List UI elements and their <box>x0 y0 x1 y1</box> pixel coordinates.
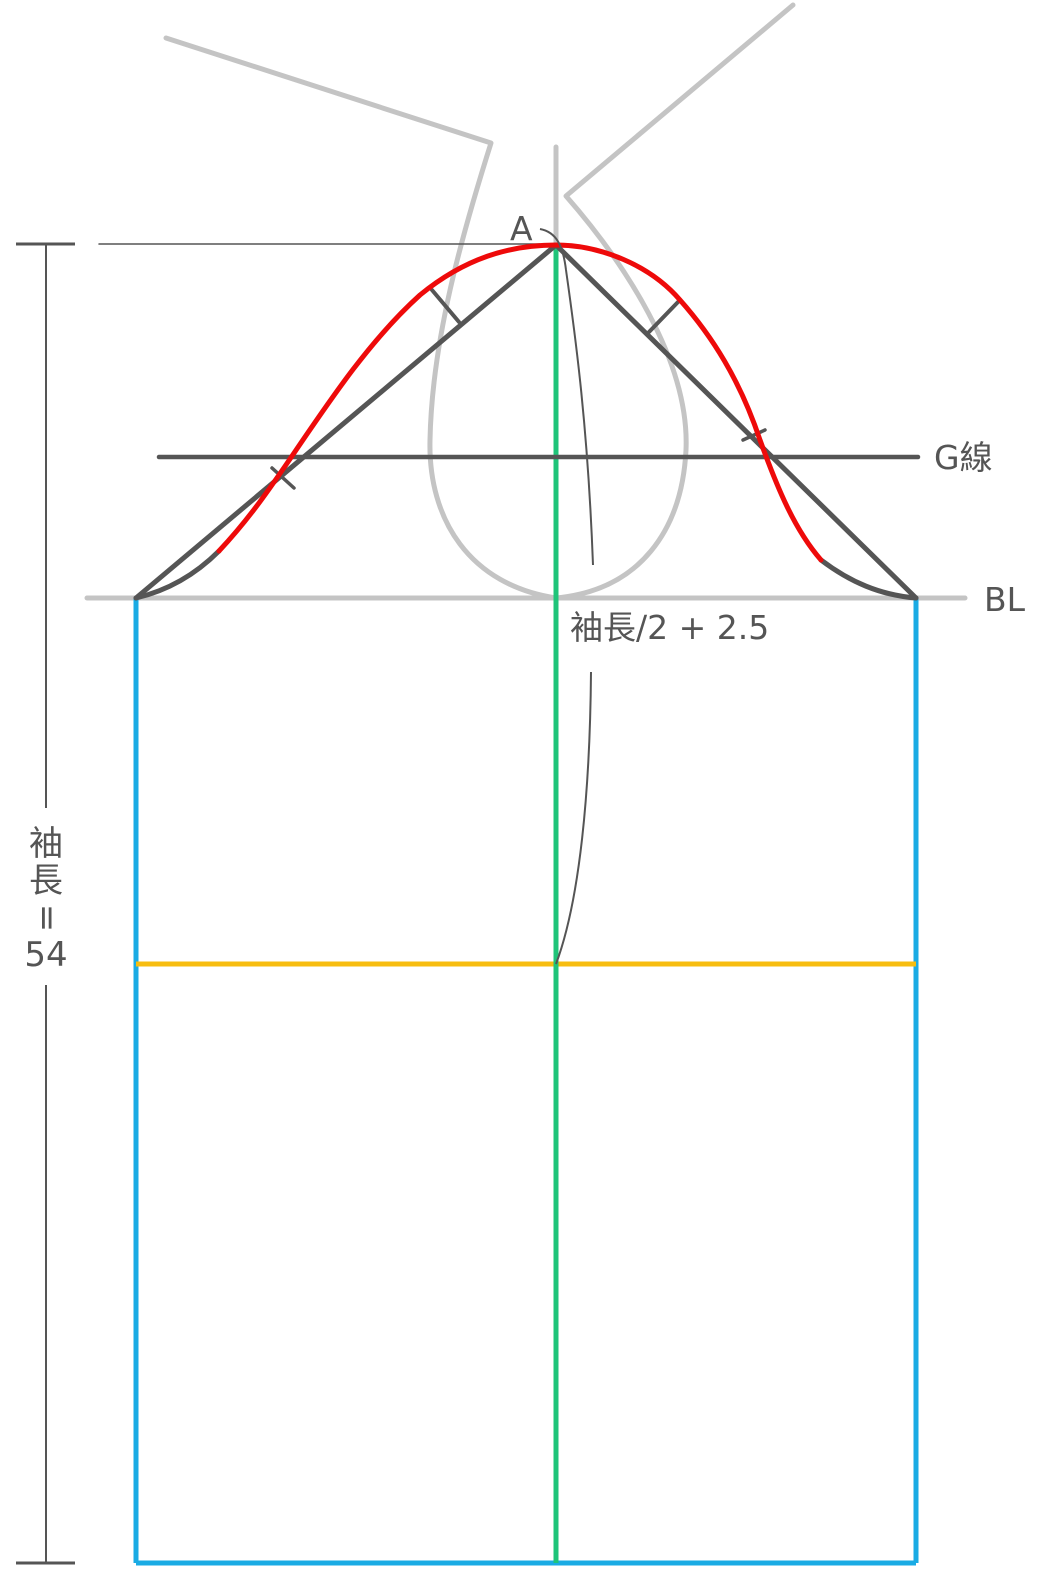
cap-height-label: 袖長/2 + 2.5 <box>570 608 769 647</box>
front-underarm-curve <box>133 548 222 601</box>
sleeve-length-char-1: 袖 <box>29 824 63 864</box>
point-a-label: A <box>510 209 533 248</box>
sleeve-cap-curve <box>216 242 824 563</box>
cap-height-arc-lower <box>555 671 592 965</box>
front-slant-line <box>133 242 559 601</box>
back-tick-mark <box>741 428 767 442</box>
back-bodice-outline <box>553 2 796 601</box>
bodice-armhole-guide <box>84 2 968 601</box>
g-line-label: G線 <box>934 438 993 477</box>
sleeve-length-char-2: 長 <box>29 861 63 901</box>
front-bodice-outline <box>163 35 559 601</box>
sleeve-length-value: 54 <box>24 935 67 975</box>
sleeve-length-label: 袖 長 = 54 <box>24 824 67 975</box>
back-offset-mark <box>647 300 680 334</box>
front-tick-mark <box>270 466 296 490</box>
construction-lines <box>98 242 921 601</box>
front-offset-mark <box>430 288 461 324</box>
sleeve-length-equals: = <box>27 904 67 933</box>
cap-height-arc <box>539 228 594 566</box>
back-underarm-curve <box>818 557 919 601</box>
sleeve-length-dimension <box>16 242 75 1565</box>
bl-label: BL <box>984 580 1026 619</box>
back-slant-line <box>553 242 919 601</box>
sleeve-frame <box>133 598 919 1566</box>
